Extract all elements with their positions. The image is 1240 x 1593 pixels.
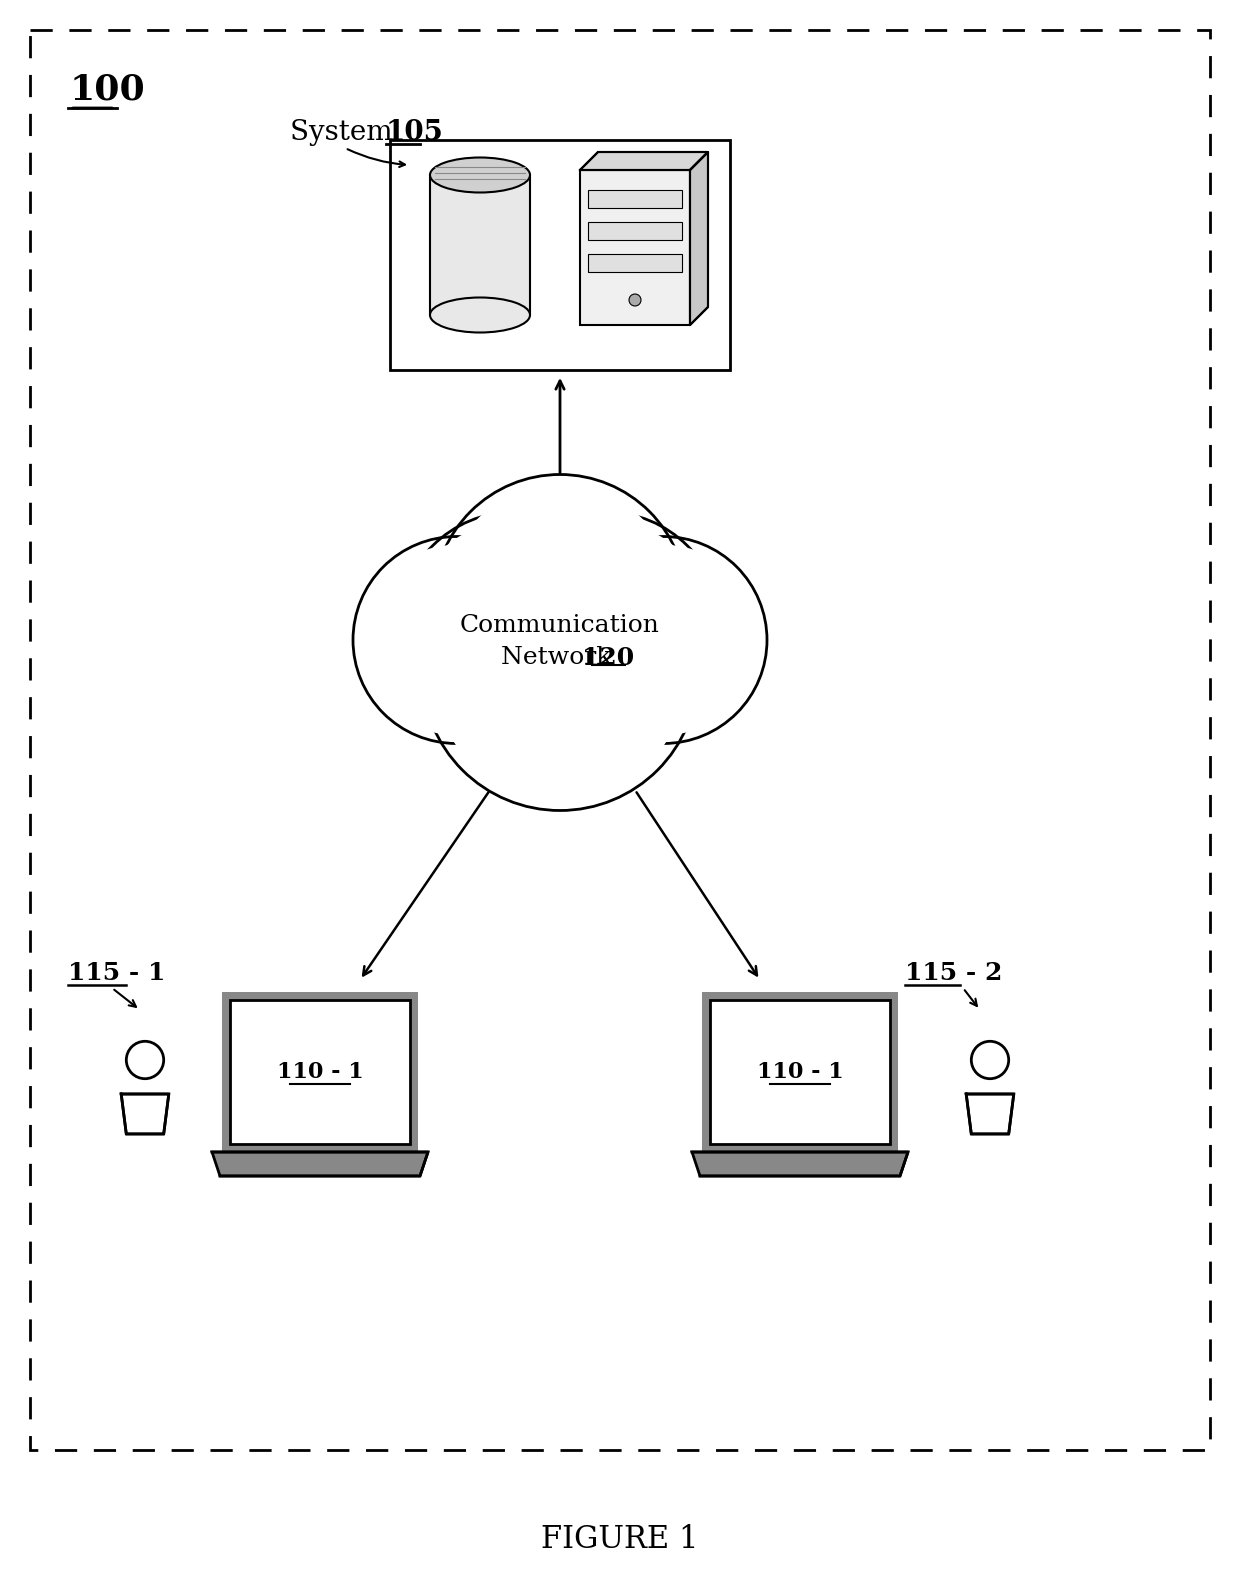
Text: 100: 100 bbox=[69, 73, 146, 107]
Circle shape bbox=[568, 545, 759, 736]
Text: 110 - 1: 110 - 1 bbox=[756, 1061, 843, 1083]
Bar bbox=[588, 221, 682, 241]
Text: Network: Network bbox=[501, 647, 619, 669]
Circle shape bbox=[399, 511, 629, 742]
Text: 110 - 1: 110 - 1 bbox=[277, 1061, 363, 1083]
Text: 120: 120 bbox=[582, 647, 634, 671]
Ellipse shape bbox=[430, 158, 529, 193]
Text: System: System bbox=[290, 119, 402, 147]
Polygon shape bbox=[212, 1152, 428, 1176]
Bar bbox=[391, 140, 730, 370]
Circle shape bbox=[433, 545, 687, 800]
Circle shape bbox=[126, 1042, 164, 1078]
Circle shape bbox=[500, 521, 712, 733]
Circle shape bbox=[434, 475, 687, 728]
Circle shape bbox=[629, 295, 641, 306]
FancyBboxPatch shape bbox=[711, 1000, 890, 1144]
Bar bbox=[430, 175, 529, 315]
Text: 115 - 1: 115 - 1 bbox=[68, 961, 165, 984]
Polygon shape bbox=[122, 1094, 169, 1134]
FancyBboxPatch shape bbox=[222, 992, 418, 1152]
Polygon shape bbox=[966, 1094, 1014, 1134]
Text: 115 - 2: 115 - 2 bbox=[905, 961, 1002, 984]
Circle shape bbox=[560, 537, 768, 744]
Circle shape bbox=[491, 511, 720, 742]
Circle shape bbox=[353, 537, 560, 744]
Circle shape bbox=[422, 535, 698, 811]
Text: FIGURE 1: FIGURE 1 bbox=[541, 1525, 699, 1555]
Bar bbox=[588, 190, 682, 209]
Circle shape bbox=[408, 521, 620, 733]
Ellipse shape bbox=[430, 298, 529, 333]
Circle shape bbox=[444, 484, 676, 717]
Text: 105: 105 bbox=[386, 119, 444, 147]
Circle shape bbox=[361, 545, 552, 736]
FancyBboxPatch shape bbox=[702, 992, 898, 1152]
Circle shape bbox=[971, 1042, 1008, 1078]
Bar bbox=[588, 253, 682, 272]
Polygon shape bbox=[692, 1152, 908, 1176]
Polygon shape bbox=[689, 151, 708, 325]
FancyBboxPatch shape bbox=[229, 1000, 410, 1144]
FancyBboxPatch shape bbox=[580, 170, 689, 325]
Polygon shape bbox=[580, 151, 708, 170]
Text: Communication: Communication bbox=[460, 613, 660, 637]
